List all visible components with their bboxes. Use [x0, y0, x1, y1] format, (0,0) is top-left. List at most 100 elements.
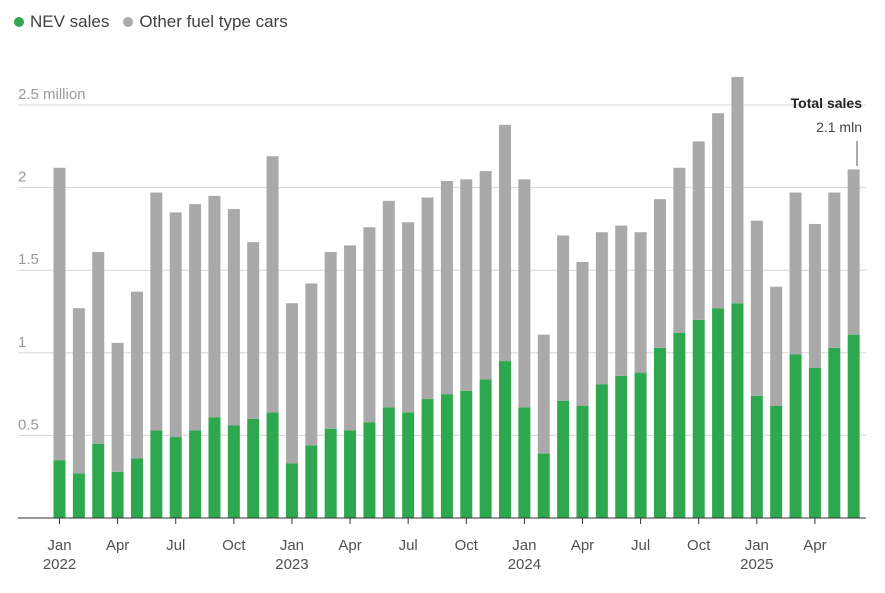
bar-other-2024-07 — [634, 232, 647, 373]
bar-nev-2023-09 — [440, 394, 453, 518]
bar-other-2023-09 — [440, 180, 453, 395]
legend-label-other: Other fuel type cars — [139, 12, 288, 31]
bar-nev-2024-12 — [731, 303, 744, 518]
bar-nev-2022-08 — [189, 430, 202, 518]
bar-other-2022-05 — [130, 291, 143, 459]
bar-other-2023-02 — [305, 283, 318, 446]
bar-other-2023-01 — [285, 303, 298, 464]
bar-nev-2022-11 — [247, 418, 260, 518]
bar-other-2024-11 — [712, 113, 725, 309]
bar-nev-2024-05 — [595, 384, 608, 518]
bar-other-2024-05 — [595, 232, 608, 385]
x-tick-label-year: 2025 — [740, 556, 773, 573]
y-tick-label: 1 — [18, 334, 26, 351]
bar-nev-2024-08 — [653, 347, 666, 518]
bar-nev-2024-02 — [537, 453, 550, 518]
bar-other-2023-07 — [402, 222, 415, 413]
bar-nev-2022-09 — [208, 417, 221, 518]
bar-nev-2022-01 — [53, 460, 66, 518]
bar-nev-2024-10 — [692, 319, 705, 518]
bar-other-2024-02 — [537, 334, 550, 454]
bar-nev-2023-10 — [460, 390, 473, 518]
x-tick-label-month: Jan — [280, 537, 304, 554]
bar-other-2025-05 — [828, 192, 841, 348]
bar-nev-2023-04 — [344, 430, 357, 518]
legend-swatch-nev — [14, 17, 24, 27]
bar-nev-2023-05 — [363, 422, 376, 518]
annotation-title: Total sales — [791, 95, 863, 111]
bar-nev-2025-01 — [750, 395, 763, 518]
x-tick-label-month: Jul — [399, 537, 418, 554]
bar-layer — [53, 76, 860, 518]
x-tick-label-year: 2023 — [275, 556, 308, 573]
annotation-value: 2.1 mln — [816, 119, 862, 135]
bar-nev-2023-02 — [305, 445, 318, 518]
x-tick-label-month: Jul — [166, 537, 185, 554]
bar-other-2022-10 — [227, 209, 240, 426]
bar-other-2024-01 — [518, 179, 531, 408]
x-tick-label-month: Apr — [571, 537, 594, 554]
bar-nev-2022-03 — [92, 443, 105, 518]
bar-other-2024-03 — [557, 235, 570, 401]
bar-nev-2022-10 — [227, 425, 240, 518]
bar-nev-2025-03 — [789, 354, 802, 518]
bar-nev-2023-12 — [499, 361, 512, 518]
bar-nev-2022-12 — [266, 412, 279, 518]
bar-other-2023-03 — [324, 252, 337, 429]
bar-other-2023-08 — [421, 197, 434, 400]
legend-item-nev: NEV sales — [14, 12, 109, 32]
annotation-layer: Total sales 2.1 mln — [791, 95, 863, 166]
bar-nev-2025-06 — [847, 334, 860, 518]
bar-nev-2024-09 — [673, 332, 686, 518]
bar-other-2022-06 — [150, 192, 163, 431]
bar-other-2024-10 — [692, 141, 705, 320]
y-tick-label: 0.5 — [18, 416, 39, 433]
bar-other-2023-04 — [344, 245, 357, 431]
bar-other-2024-08 — [653, 199, 666, 348]
bar-nev-2025-04 — [808, 367, 821, 518]
bar-nev-2024-03 — [557, 400, 570, 518]
x-tick-label-month: Jan — [512, 537, 536, 554]
x-tick-label-month: Oct — [455, 537, 479, 554]
bar-nev-2024-07 — [634, 372, 647, 518]
x-tick-label-month: Apr — [338, 537, 361, 554]
bar-other-2023-11 — [479, 171, 492, 380]
bar-nev-2023-03 — [324, 428, 337, 518]
bar-nev-2024-11 — [712, 308, 725, 518]
bar-other-2022-04 — [111, 342, 124, 472]
x-tick-label-month: Oct — [222, 537, 246, 554]
bar-nev-2025-05 — [828, 347, 841, 518]
bar-other-2025-02 — [770, 286, 783, 406]
bar-nev-2024-04 — [576, 405, 589, 518]
bar-nev-2024-01 — [518, 407, 531, 518]
x-tick-label-month: Apr — [106, 537, 129, 554]
bar-nev-2022-05 — [130, 458, 143, 518]
bar-nev-2022-07 — [169, 437, 182, 518]
x-tick-label-month: Jan — [47, 537, 71, 554]
bar-nev-2023-06 — [382, 407, 395, 518]
y-tick-label: 1.5 — [18, 251, 39, 268]
bar-other-2022-07 — [169, 212, 182, 438]
bar-other-2022-09 — [208, 195, 221, 418]
legend-item-other: Other fuel type cars — [123, 12, 288, 32]
x-tick-label-month: Jan — [745, 537, 769, 554]
bar-other-2024-04 — [576, 261, 589, 406]
bar-nev-2022-06 — [150, 430, 163, 518]
x-tick-label-month: Apr — [803, 537, 826, 554]
bar-other-2022-03 — [92, 252, 105, 444]
bar-nev-2023-01 — [285, 463, 298, 518]
bar-other-2025-04 — [808, 223, 821, 368]
bar-nev-2022-02 — [72, 473, 85, 518]
bar-nev-2025-02 — [770, 405, 783, 518]
legend-swatch-other — [123, 17, 134, 27]
bar-other-2023-06 — [382, 200, 395, 408]
bar-other-2022-11 — [247, 242, 260, 419]
legend: NEV sales Other fuel type cars — [14, 12, 288, 32]
bar-nev-2023-08 — [421, 399, 434, 518]
bar-other-2024-12 — [731, 76, 744, 304]
bar-other-2022-08 — [189, 204, 202, 431]
bar-other-2025-06 — [847, 169, 860, 335]
bar-other-2023-10 — [460, 179, 473, 391]
bar-other-2022-12 — [266, 156, 279, 413]
